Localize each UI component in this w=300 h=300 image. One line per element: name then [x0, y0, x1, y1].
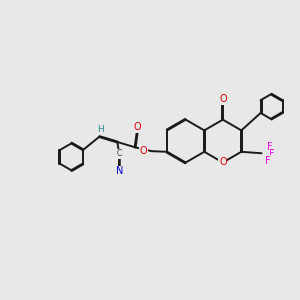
Text: C: C — [117, 149, 122, 158]
Text: N: N — [116, 167, 123, 176]
Text: H: H — [98, 125, 104, 134]
Text: F: F — [269, 149, 275, 159]
Text: O: O — [134, 122, 141, 132]
Text: F: F — [265, 156, 271, 166]
Text: O: O — [219, 158, 226, 167]
Text: F: F — [267, 142, 273, 152]
Text: O: O — [140, 146, 148, 156]
Text: O: O — [219, 94, 226, 104]
